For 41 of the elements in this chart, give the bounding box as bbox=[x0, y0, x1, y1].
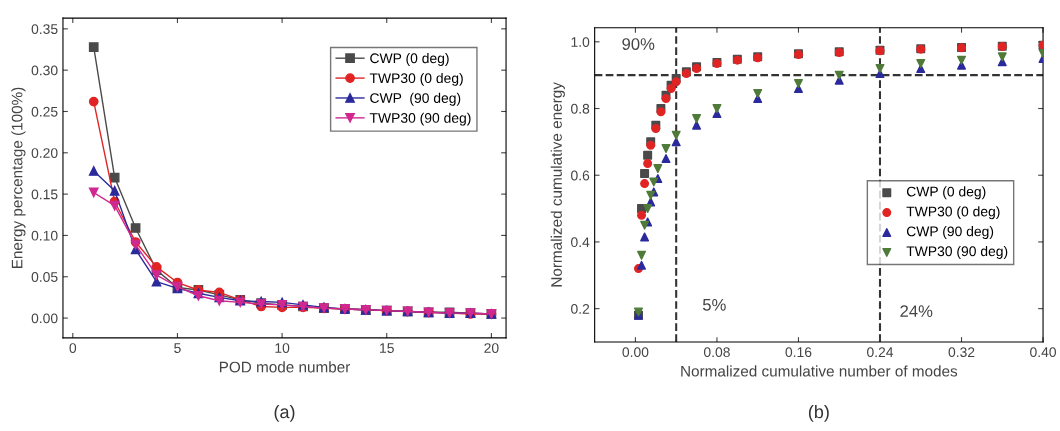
legend-label: CWP (0 deg) bbox=[906, 186, 986, 200]
x-axis-title: POD mode number bbox=[219, 361, 351, 373]
y-tick-label: 0.35 bbox=[31, 24, 58, 35]
legend-label: CWP (0 deg) bbox=[370, 52, 449, 66]
y-tick-label: 0.30 bbox=[31, 65, 58, 76]
legend-label: TWP30 (90 deg) bbox=[906, 245, 1008, 259]
text: (a) bbox=[274, 404, 295, 422]
y-tick-label: 0.00 bbox=[31, 313, 58, 324]
y-tick-label: 0.8 bbox=[571, 103, 590, 114]
y-tick-label: 0.2 bbox=[571, 303, 590, 314]
x-tick-label: 0 bbox=[69, 343, 77, 353]
x-tick-label: 0.24 bbox=[867, 347, 894, 358]
y-tick-label: 1.0 bbox=[571, 37, 590, 47]
y-tick-label: 0.4 bbox=[571, 237, 590, 248]
annotation: 24% bbox=[900, 305, 933, 317]
x-tick-label: 5 bbox=[174, 343, 181, 353]
y-tick-label: 0.20 bbox=[31, 148, 58, 158]
y-axis-title: Energy percentage (100%) bbox=[11, 87, 26, 269]
x-axis-title: Normalized cumulative number of modes bbox=[681, 365, 958, 377]
x-tick-label: 0.32 bbox=[948, 347, 975, 358]
x-tick-label: 0.08 bbox=[703, 347, 730, 358]
y-tick-label: 0.05 bbox=[31, 272, 58, 282]
text: (b) bbox=[808, 404, 829, 422]
x-tick-label: 0.16 bbox=[785, 347, 812, 358]
y-tick-label: 0.15 bbox=[31, 189, 58, 200]
legend-label: TWP30 (90 deg) bbox=[369, 112, 471, 126]
x-tick-label: 20 bbox=[484, 343, 499, 353]
y-tick-label: 0.6 bbox=[571, 170, 590, 181]
x-tick-label: 0.40 bbox=[1030, 347, 1057, 358]
legend-label: CWP (90 deg) bbox=[370, 92, 461, 106]
annotation: 90% bbox=[622, 38, 655, 50]
x-tick-label: 10 bbox=[275, 343, 290, 353]
y-axis-title: Normalized cumulative energy bbox=[550, 82, 565, 287]
y-tick-label: 0.10 bbox=[31, 230, 58, 241]
legend-label: TWP30 (0 deg) bbox=[906, 206, 1000, 220]
legend-label: CWP (90 deg) bbox=[906, 226, 994, 240]
y-tick-label: 0.25 bbox=[31, 106, 58, 117]
annotation: 5% bbox=[702, 299, 726, 311]
legend-label: TWP30 (0 deg) bbox=[369, 72, 463, 86]
x-tick-label: 0.00 bbox=[622, 347, 649, 358]
x-tick-label: 15 bbox=[380, 343, 394, 353]
